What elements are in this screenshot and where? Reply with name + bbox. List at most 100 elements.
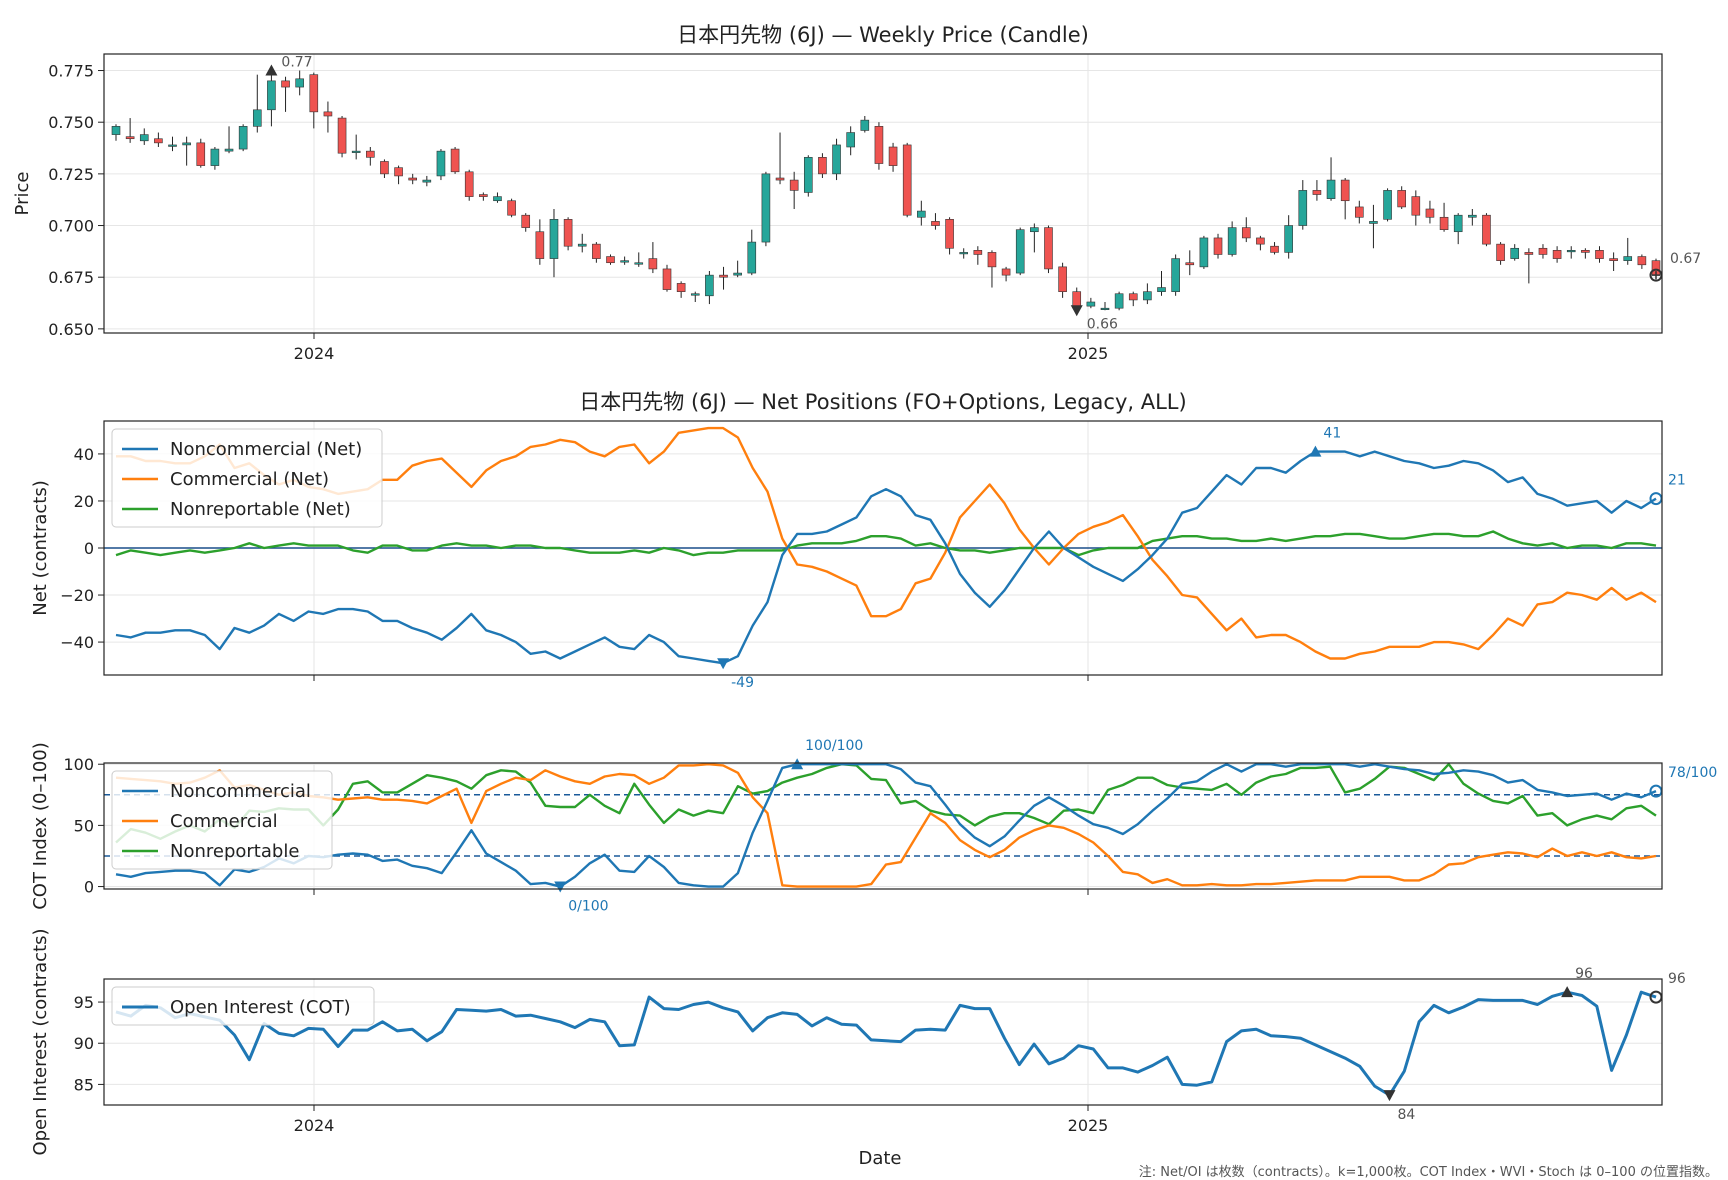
series-line-3 <box>115 530 1657 557</box>
candle <box>1538 244 1548 259</box>
candle <box>408 173 417 185</box>
candle-body <box>1482 214 1491 245</box>
candle-body <box>168 144 177 147</box>
candle <box>1369 204 1378 249</box>
y-tick-label: 40 <box>74 445 94 464</box>
candle-body <box>902 144 912 216</box>
max-label: 96 <box>1575 966 1593 982</box>
candle <box>902 142 912 218</box>
candle-body <box>422 179 432 183</box>
y-axis-label: COT Index (0–100) <box>30 742 51 910</box>
candle-body <box>1453 214 1463 233</box>
candle-body <box>267 80 276 111</box>
candle <box>1326 157 1336 201</box>
candle <box>1185 250 1195 276</box>
max-marker <box>791 758 804 770</box>
legend-label: Open Interest (COT) <box>170 997 351 1018</box>
min-label: 84 <box>1397 1107 1415 1123</box>
max-label: 100/100 <box>805 738 863 754</box>
candle-body <box>196 142 206 166</box>
candle-body <box>931 221 940 226</box>
candle-body <box>182 142 191 146</box>
candle-body <box>719 274 728 278</box>
max-marker <box>1309 445 1322 457</box>
candle <box>380 159 389 178</box>
candle-body <box>535 231 545 259</box>
candle <box>436 149 446 181</box>
series-line-1 <box>115 450 1657 665</box>
y-axis-label: Net (contracts) <box>30 480 51 616</box>
candle <box>1552 246 1562 263</box>
candle <box>577 233 587 253</box>
candle-body <box>1270 245 1279 253</box>
candle <box>1524 248 1534 284</box>
legend-box <box>111 428 383 528</box>
candle <box>888 142 898 172</box>
y-tick-label: 0.700 <box>48 217 94 236</box>
y-tick-label: 0.675 <box>48 268 94 287</box>
candle-body <box>1241 227 1251 239</box>
candle-body <box>252 109 262 127</box>
candle <box>1566 246 1576 259</box>
candle-body <box>1030 227 1039 233</box>
min-marker <box>717 658 730 670</box>
candle <box>464 169 474 201</box>
candle-body <box>563 219 573 247</box>
candle-body <box>1086 301 1096 307</box>
candle <box>945 217 954 255</box>
candle <box>931 213 940 230</box>
candle-body <box>125 136 135 140</box>
y-tick-label: −20 <box>60 586 94 605</box>
candle-body <box>592 243 601 259</box>
candle-body <box>408 177 417 181</box>
x-axis-label: Date <box>858 1148 901 1169</box>
candle-body <box>1100 307 1110 311</box>
candle <box>182 136 191 166</box>
candle-body <box>606 256 615 264</box>
series-line-1 <box>115 763 1657 888</box>
candle <box>224 126 234 154</box>
max-label: 0.77 <box>281 55 312 71</box>
candle <box>973 246 983 265</box>
candle-body <box>1355 206 1364 218</box>
candle-body <box>973 250 983 255</box>
candle-body <box>1114 293 1124 309</box>
x-tick-label: 2024 <box>294 344 335 363</box>
candle <box>959 248 969 259</box>
candle <box>1468 209 1477 226</box>
legend-box <box>111 770 333 870</box>
candle <box>676 281 686 298</box>
y-tick-label: 50 <box>74 816 94 835</box>
x-tick-label: 2025 <box>1068 344 1109 363</box>
candle-body <box>450 148 460 173</box>
candle <box>337 116 347 158</box>
y-tick-label: 0.650 <box>48 320 94 339</box>
candle-body <box>154 138 163 144</box>
x-tick-label: 2024 <box>294 1116 335 1135</box>
candle-body <box>464 171 474 197</box>
candle <box>1312 180 1322 201</box>
candle-body <box>549 219 559 259</box>
candle-body <box>1383 190 1392 220</box>
candle-body <box>479 194 488 197</box>
candle-body <box>210 148 220 166</box>
last-label: 78/100 <box>1668 765 1717 781</box>
candle-body <box>690 293 700 296</box>
candle-body <box>620 260 629 263</box>
candle <box>606 254 615 265</box>
candle-body <box>380 161 389 175</box>
candle-body <box>1411 196 1421 216</box>
last-label: 21 <box>1668 473 1686 489</box>
candle <box>1355 200 1364 224</box>
candle <box>592 242 601 263</box>
y-tick-label: 20 <box>74 492 94 511</box>
candle <box>1482 213 1491 247</box>
candle <box>860 116 870 133</box>
legend: Open Interest (COT) <box>111 986 375 1026</box>
candle <box>1030 223 1039 253</box>
candle <box>1581 248 1590 259</box>
candle-body <box>139 134 149 142</box>
candle-body <box>676 283 686 292</box>
candle-body <box>436 150 446 177</box>
candle-body <box>1143 291 1152 301</box>
